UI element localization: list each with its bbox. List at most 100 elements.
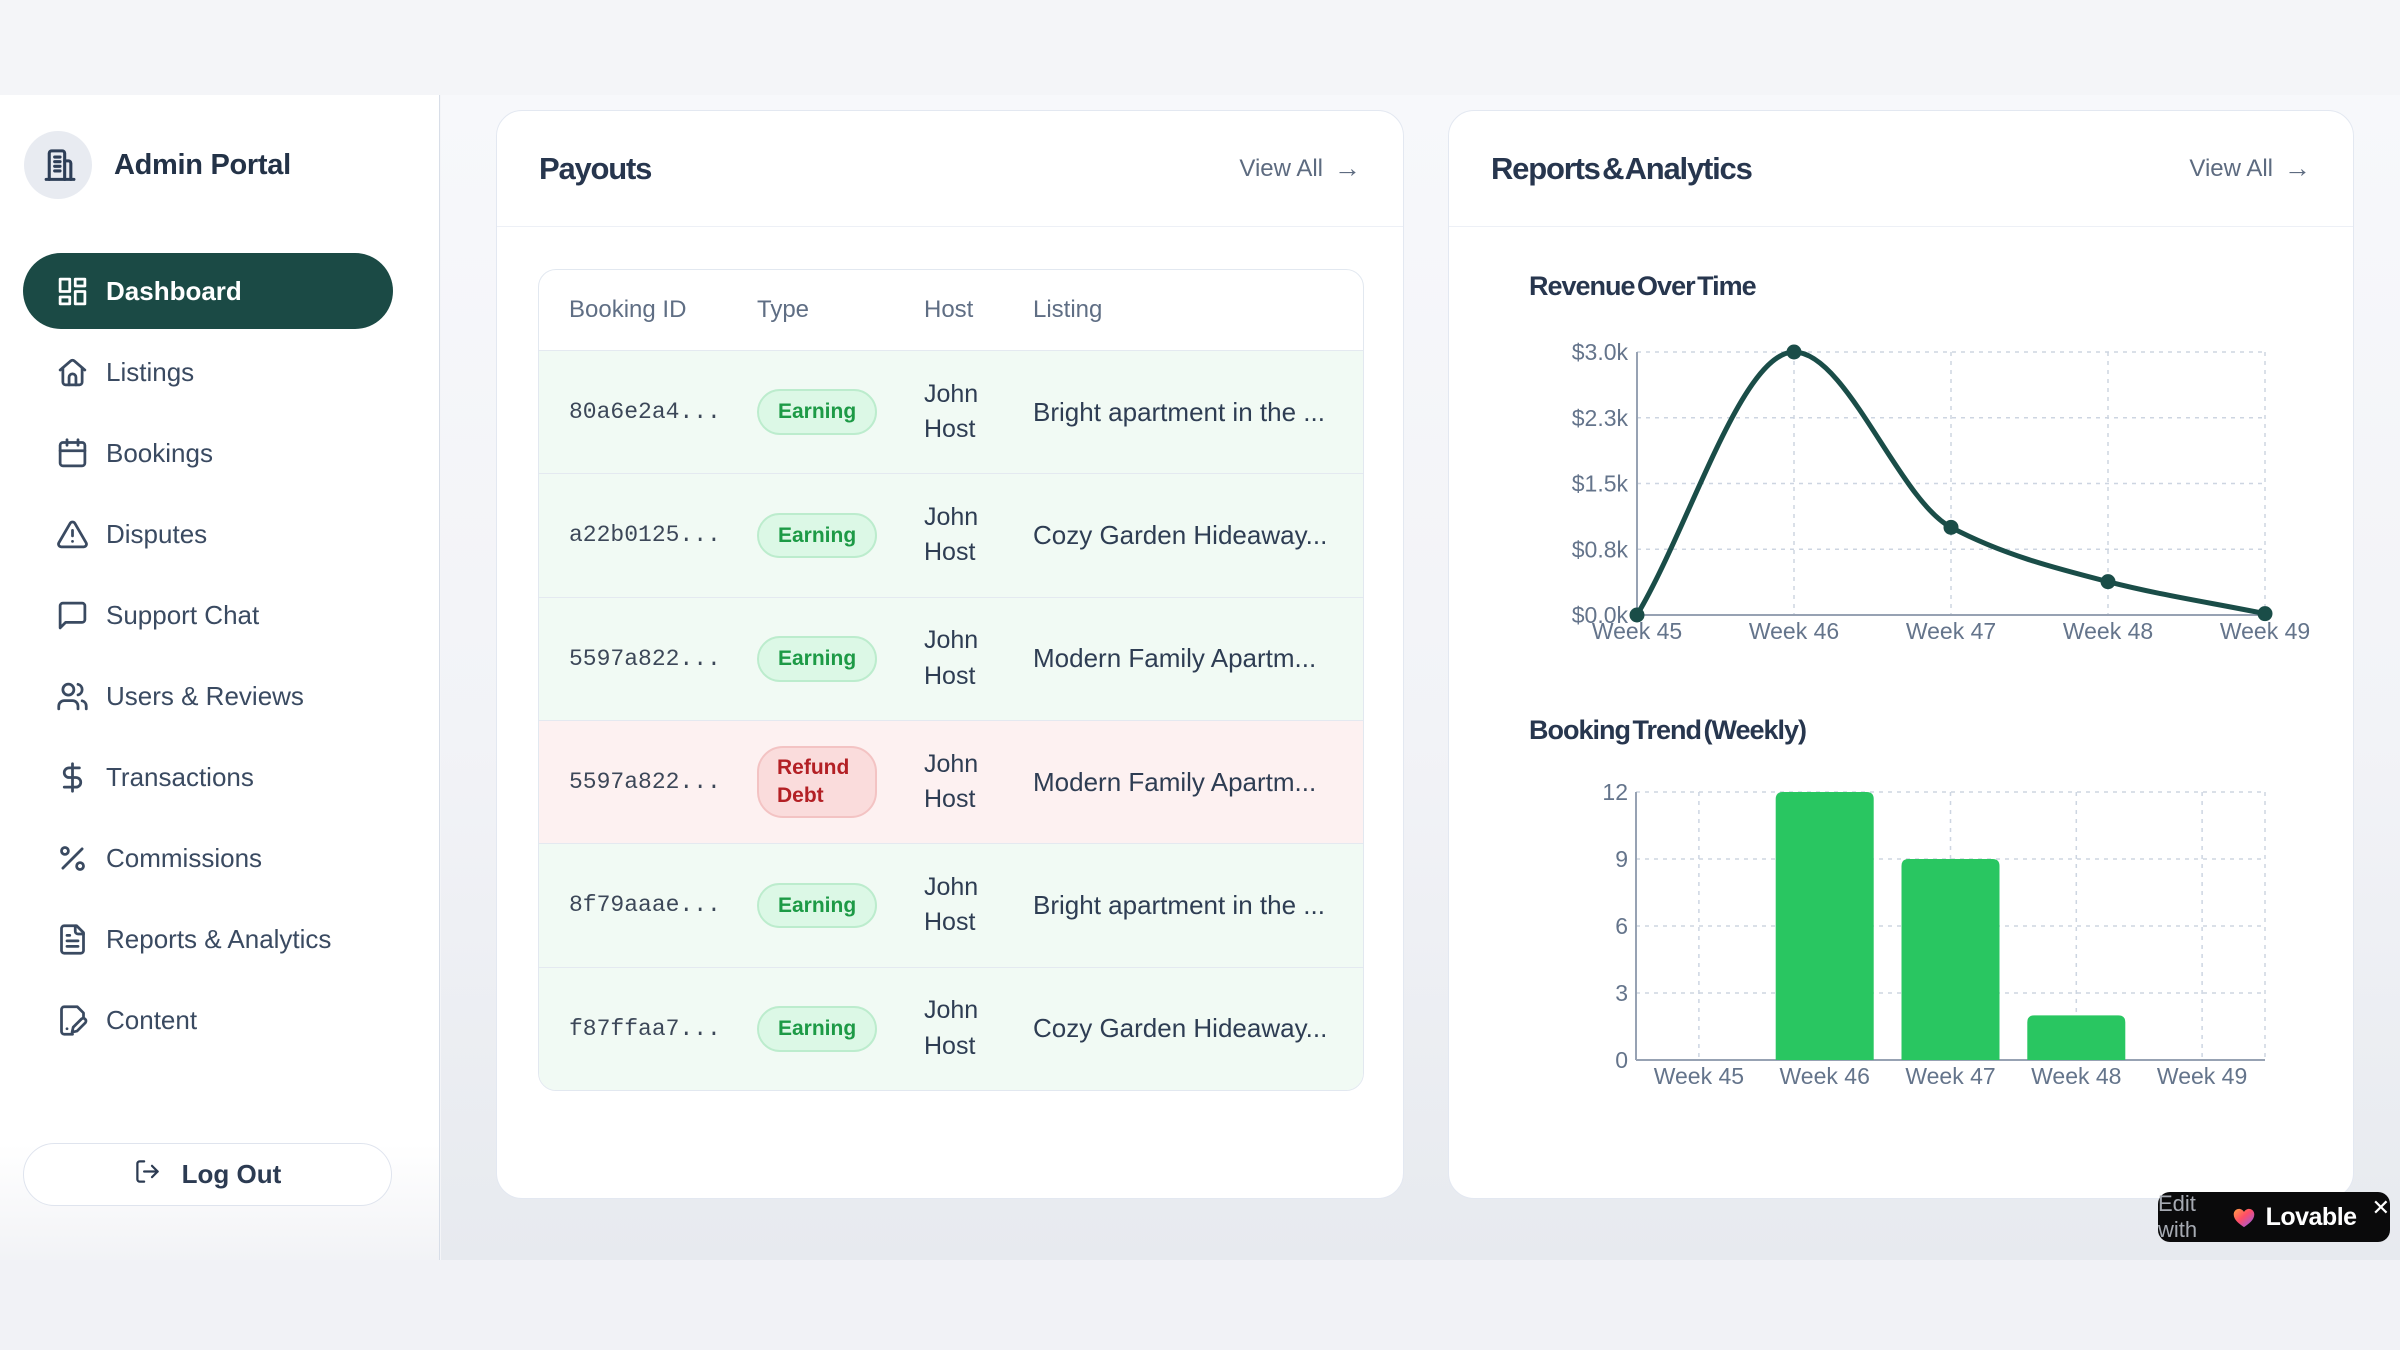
- reports-title: Reports & Analytics: [1491, 150, 1753, 186]
- booking-id-cell: f87ffaa7...: [569, 1015, 721, 1042]
- lovable-prefix: Edit with: [2158, 1191, 2198, 1242]
- svg-text:9: 9: [1615, 846, 1628, 872]
- sidebar-item-label: Support Chat: [106, 599, 260, 630]
- type-cell: Earning: [757, 1005, 924, 1052]
- sidebar-item-label: Reports & Analytics: [106, 923, 332, 954]
- log-out-icon: [134, 1158, 167, 1191]
- sidebar-item-users-reviews[interactable]: Users & Reviews: [23, 658, 393, 734]
- sidebar-item-support-chat[interactable]: Support Chat: [23, 577, 393, 653]
- bottom-strip: [0, 1260, 2400, 1350]
- lovable-brand: Lovable: [2265, 1202, 2357, 1231]
- dollar-icon: [56, 761, 89, 794]
- svg-text:Week 49: Week 49: [2157, 1063, 2247, 1089]
- type-badge: Earning: [757, 635, 878, 682]
- sidebar-item-listings[interactable]: Listings: [23, 334, 393, 410]
- sidebar-item-label: Content: [106, 1004, 198, 1035]
- logout-label: Log Out: [181, 1159, 282, 1189]
- sidebar: Admin Portal Dashboard Listings Bookings Di…: [0, 95, 440, 1260]
- booking-id-cell: 8f79aaae...: [569, 892, 721, 919]
- message-square-icon: [56, 599, 89, 632]
- payouts-view-all-link[interactable]: View All →: [1239, 155, 1361, 183]
- logout-button[interactable]: Log Out: [23, 1143, 392, 1206]
- host-cell: John Host: [924, 379, 979, 444]
- brand-name: Admin Portal: [114, 148, 291, 181]
- close-icon[interactable]: ✕: [2371, 1195, 2390, 1220]
- sidebar-nav: Dashboard Listings Bookings Disputes Support…: [23, 253, 393, 1058]
- booking-id-cell: 5597a822...: [569, 769, 721, 796]
- booking-id-cell: a22b0125...: [569, 522, 721, 549]
- listing-cell: Cozy Garden Hideaway...: [1033, 1013, 1328, 1044]
- host-cell: John Host: [924, 996, 979, 1060]
- table-row: 5597a822... Refund Debt John Host Modern Fa…: [539, 719, 1363, 844]
- reports-view-all-link[interactable]: View All →: [2189, 155, 2311, 183]
- listing-cell: Cozy Garden Hideaway...: [1033, 519, 1328, 550]
- host-cell: John Host: [924, 502, 979, 567]
- sidebar-item-label: Users & Reviews: [106, 680, 304, 711]
- users-icon: [56, 680, 89, 713]
- type-badge: Earning: [757, 389, 878, 436]
- view-all-label: View All: [1239, 154, 1323, 182]
- type-cell: Earning: [757, 512, 924, 559]
- host-cell: John Host: [924, 626, 979, 690]
- sidebar-item-disputes[interactable]: Disputes: [23, 496, 393, 572]
- sidebar-item-label: Commissions: [106, 842, 263, 873]
- payouts-table-body: 80a6e2a4... Earning John Host Bright apartm…: [539, 350, 1363, 1090]
- sidebar-item-reports-analytics[interactable]: Reports & Analytics: [23, 901, 393, 977]
- svg-text:Week 47: Week 47: [1905, 1063, 1995, 1089]
- sidebar-item-commissions[interactable]: Commissions: [23, 820, 393, 896]
- layout-dashboard-icon: [56, 275, 89, 308]
- heart-icon: [2231, 1204, 2257, 1230]
- sidebar-item-bookings[interactable]: Bookings: [23, 415, 393, 491]
- sidebar-item-content[interactable]: Content: [23, 982, 393, 1058]
- lovable-badge[interactable]: Edit with Lovable ✕: [2158, 1191, 2390, 1242]
- sidebar-item-label: Listings: [106, 356, 195, 387]
- view-all-label: View All: [2189, 154, 2273, 182]
- booking-chart-title: Booking Trend (Weekly): [1529, 715, 1807, 745]
- alert-triangle-icon: [56, 518, 89, 551]
- payouts-card-header: Payouts View All →: [497, 111, 1403, 227]
- listing-cell: Bright apartment in the ...: [1033, 889, 1325, 920]
- svg-text:Week 45: Week 45: [1654, 1063, 1744, 1089]
- type-cell: Refund Debt: [757, 746, 924, 818]
- svg-text:$3.0k: $3.0k: [1572, 339, 1629, 365]
- sidebar-item-transactions[interactable]: Transactions: [23, 739, 393, 815]
- reports-card-header: Reports & Analytics View All →: [1449, 111, 2353, 227]
- table-row: 5597a822... Earning John Host Modern Family…: [539, 596, 1363, 720]
- type-badge: Refund Debt: [757, 746, 877, 818]
- payouts-table: Booking ID Type Host Listing 80a6e2a4... Ear…: [538, 269, 1364, 1091]
- reports-card: Reports & Analytics View All → Revenue O…: [1448, 110, 2354, 1199]
- type-cell: Earning: [757, 882, 924, 929]
- svg-text:Week 49: Week 49: [2220, 618, 2310, 644]
- type-cell: Earning: [757, 389, 924, 436]
- column-header: Listing: [1033, 296, 1103, 323]
- payouts-title: Payouts: [539, 150, 652, 186]
- type-badge: Earning: [757, 1005, 878, 1052]
- svg-text:$0.0k: $0.0k: [1572, 602, 1629, 628]
- svg-text:3: 3: [1615, 980, 1628, 1006]
- booking-id-cell: 5597a822...: [569, 645, 721, 672]
- svg-text:Week 48: Week 48: [2031, 1063, 2121, 1089]
- home-icon: [56, 356, 89, 389]
- svg-text:Week 46: Week 46: [1780, 1063, 1870, 1089]
- booking-id-cell: 80a6e2a4...: [569, 399, 721, 426]
- type-badge: Earning: [757, 512, 878, 559]
- listing-cell: Bright apartment in the ...: [1033, 396, 1325, 427]
- svg-text:Week 47: Week 47: [1906, 618, 1996, 644]
- percent-icon: [56, 842, 89, 875]
- arrow-right-icon: →: [1334, 153, 1361, 183]
- listing-cell: Modern Family Apartm...: [1033, 643, 1317, 674]
- svg-text:$1.5k: $1.5k: [1572, 471, 1629, 497]
- sidebar-item-dashboard[interactable]: Dashboard: [23, 253, 393, 329]
- table-row: a22b0125... Earning John Host Cozy Garden H…: [539, 473, 1363, 597]
- svg-text:Week 48: Week 48: [2063, 618, 2153, 644]
- sidebar-item-label: Dashboard: [106, 275, 242, 306]
- svg-text:Week 46: Week 46: [1749, 618, 1839, 644]
- svg-text:12: 12: [1602, 779, 1628, 805]
- type-cell: Earning: [757, 635, 924, 682]
- revenue-chart-title: Revenue Over Time: [1529, 271, 1757, 301]
- booking-bar-chart: 0 3 6 9 12 Week 45 Week 46 Week 47 Week 48 Week 4…: [1602, 779, 2266, 1089]
- file-pen-icon: [56, 1004, 89, 1037]
- file-text-icon: [56, 923, 89, 956]
